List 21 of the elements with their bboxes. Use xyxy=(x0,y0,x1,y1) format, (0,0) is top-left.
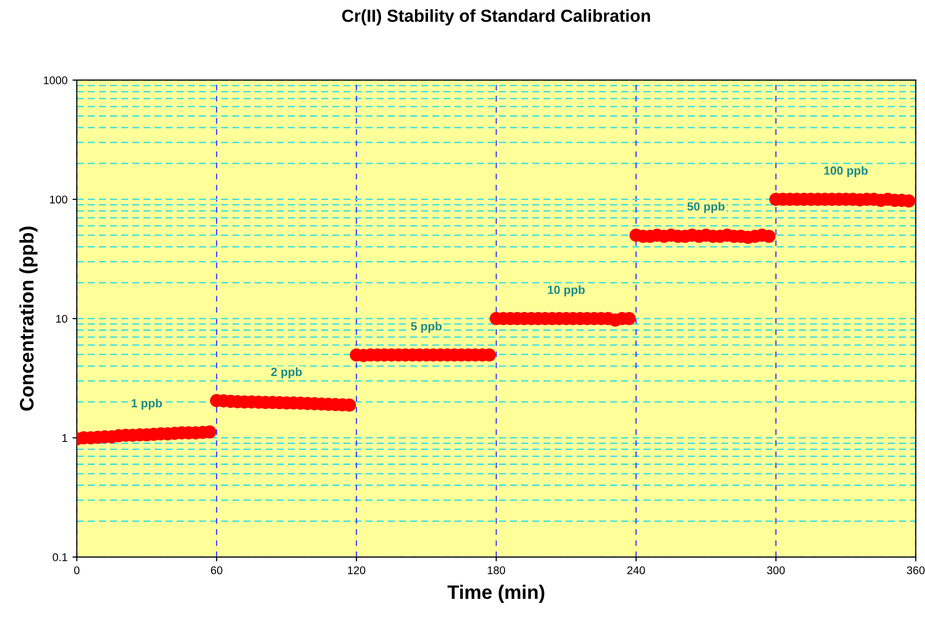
annotation: 5 ppb xyxy=(410,322,442,333)
annotation: 10 ppb xyxy=(548,285,585,296)
annotation: 1 ppb xyxy=(132,398,162,410)
y-tick-label: 0.1 xyxy=(52,553,68,562)
x-tick-label: 180 xyxy=(488,566,506,574)
x-tick-label: 0 xyxy=(74,566,80,574)
y-tick-label: 1000 xyxy=(44,76,68,84)
y-tick-label: 10 xyxy=(56,314,68,323)
y-tick-label: 100 xyxy=(50,196,68,204)
x-tick-label: 240 xyxy=(627,566,645,574)
annotation: 100 ppb xyxy=(824,166,868,178)
y-axis-title: Concentration (ppb) xyxy=(19,226,38,411)
annotation: 2 ppb xyxy=(271,367,302,378)
y-tick-label: 1 xyxy=(62,434,68,442)
x-tick-label: 300 xyxy=(767,566,785,574)
x-tick-label: 60 xyxy=(210,566,222,574)
chart-title: Cr(II) Stability of Standard Calibration xyxy=(342,9,650,26)
x-axis-title: Time (min) xyxy=(448,584,544,603)
annotation: 50 ppb xyxy=(687,202,725,214)
x-tick-label: 120 xyxy=(348,566,366,574)
x-tick-label: 360 xyxy=(906,566,925,574)
